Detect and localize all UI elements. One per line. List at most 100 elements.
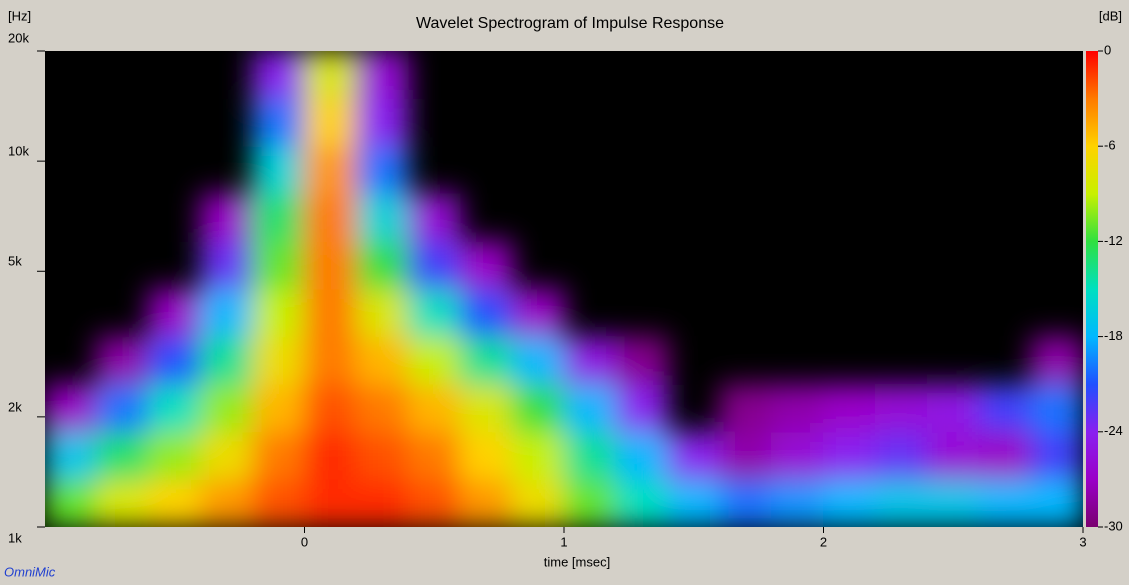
heat-cell [148,431,202,480]
heat-cell [252,478,305,527]
x-tick-label: 3 [1079,534,1086,549]
heat-cell [407,336,461,385]
heat-cell [978,383,1032,433]
heat-cell [45,383,98,433]
heat-cell [252,383,305,433]
heat-cell [1030,431,1083,480]
heat-cell [304,431,357,480]
heat-cell [355,383,409,433]
heat-cell [563,478,617,527]
heat-cell [823,431,876,480]
heat-cell [874,431,928,480]
heat-cell [615,431,669,480]
colorbar-tick-label: -18 [1104,328,1123,343]
heat-cell [926,383,980,433]
x-tick-label: 0 [301,534,308,549]
heat-cell [45,431,98,480]
heat-cell [355,478,409,527]
heat-cell [252,288,305,338]
heat-cell [823,383,876,433]
colorbar [1086,51,1098,527]
colorbar-tick-label: -24 [1104,423,1123,438]
heatmap [45,51,1083,527]
brand: OmniMic [4,564,56,579]
heat-cell [96,383,150,433]
heat-cell [615,478,669,527]
heat-cell [252,98,305,147]
heat-cell [148,478,202,527]
heat-cell [200,383,254,433]
heat-cell [200,193,254,242]
x-tick-label: 1 [560,534,567,549]
heat-cell [563,336,617,385]
heat-cell [459,240,513,290]
heat-cell [407,193,461,242]
heat-cell [304,193,357,242]
x-tick-label: 2 [820,534,827,549]
heat-cell [304,240,357,290]
heat-cell [459,478,513,527]
heat-cell [355,431,409,480]
heat-cell [304,288,357,338]
heat-cell [511,336,565,385]
heat-cell [978,431,1032,480]
heat-cell [823,478,876,527]
heat-cell [355,336,409,385]
heat-cell [96,478,150,527]
heat-cell [355,98,409,147]
heat-cell [200,240,254,290]
heat-cell [252,193,305,242]
heat-cell [407,383,461,433]
colorbar-tick-label: -12 [1104,233,1123,248]
colorbar-label: [dB] [1099,8,1122,23]
heat-cell [719,383,773,433]
heat-cell [304,336,357,385]
heat-cell [407,431,461,480]
heat-cell [355,288,409,338]
heat-cell [355,51,409,100]
heat-cell [304,51,357,100]
heat-cell [771,478,824,527]
heat-cell [148,336,202,385]
y-tick-label: 10k [8,144,29,159]
heat-cell [874,383,928,433]
heat-cell [667,478,721,527]
heat-cell [200,478,254,527]
colorbar-tick-label: 0 [1104,42,1111,57]
heat-cell [719,478,773,527]
heat-cell [615,383,669,433]
heat-cell [563,431,617,480]
heat-cell [459,431,513,480]
y-axis-label: [Hz] [8,8,31,23]
heat-cell [148,383,202,433]
heat-cell [252,336,305,385]
heat-cell [407,478,461,527]
heat-cell [563,383,617,433]
heat-cell [304,383,357,433]
heat-cell [771,383,824,433]
heat-cell [96,336,150,385]
heat-cell [511,288,565,338]
heat-cell [355,145,409,195]
chart-title: Wavelet Spectrogram of Impulse Response [416,15,724,32]
heat-cell [407,288,461,338]
heat-cell [719,431,773,480]
heat-cell [978,478,1032,527]
heat-cell [200,431,254,480]
heat-cell [926,431,980,480]
x-axis-label: time [msec] [544,554,610,569]
y-tick-label: 20k [8,30,29,45]
heat-cell [459,288,513,338]
colorbar-tick-label: -30 [1104,518,1123,533]
y-tick-label: 1k [8,530,22,545]
heat-cell [874,478,928,527]
heat-cell [511,431,565,480]
heat-cell [1030,383,1083,433]
heat-cell [252,431,305,480]
heat-cell [459,383,513,433]
heat-cell [459,336,513,385]
heat-cell [304,145,357,195]
heat-cell [511,383,565,433]
heat-cell [200,288,254,338]
heat-cell [926,478,980,527]
